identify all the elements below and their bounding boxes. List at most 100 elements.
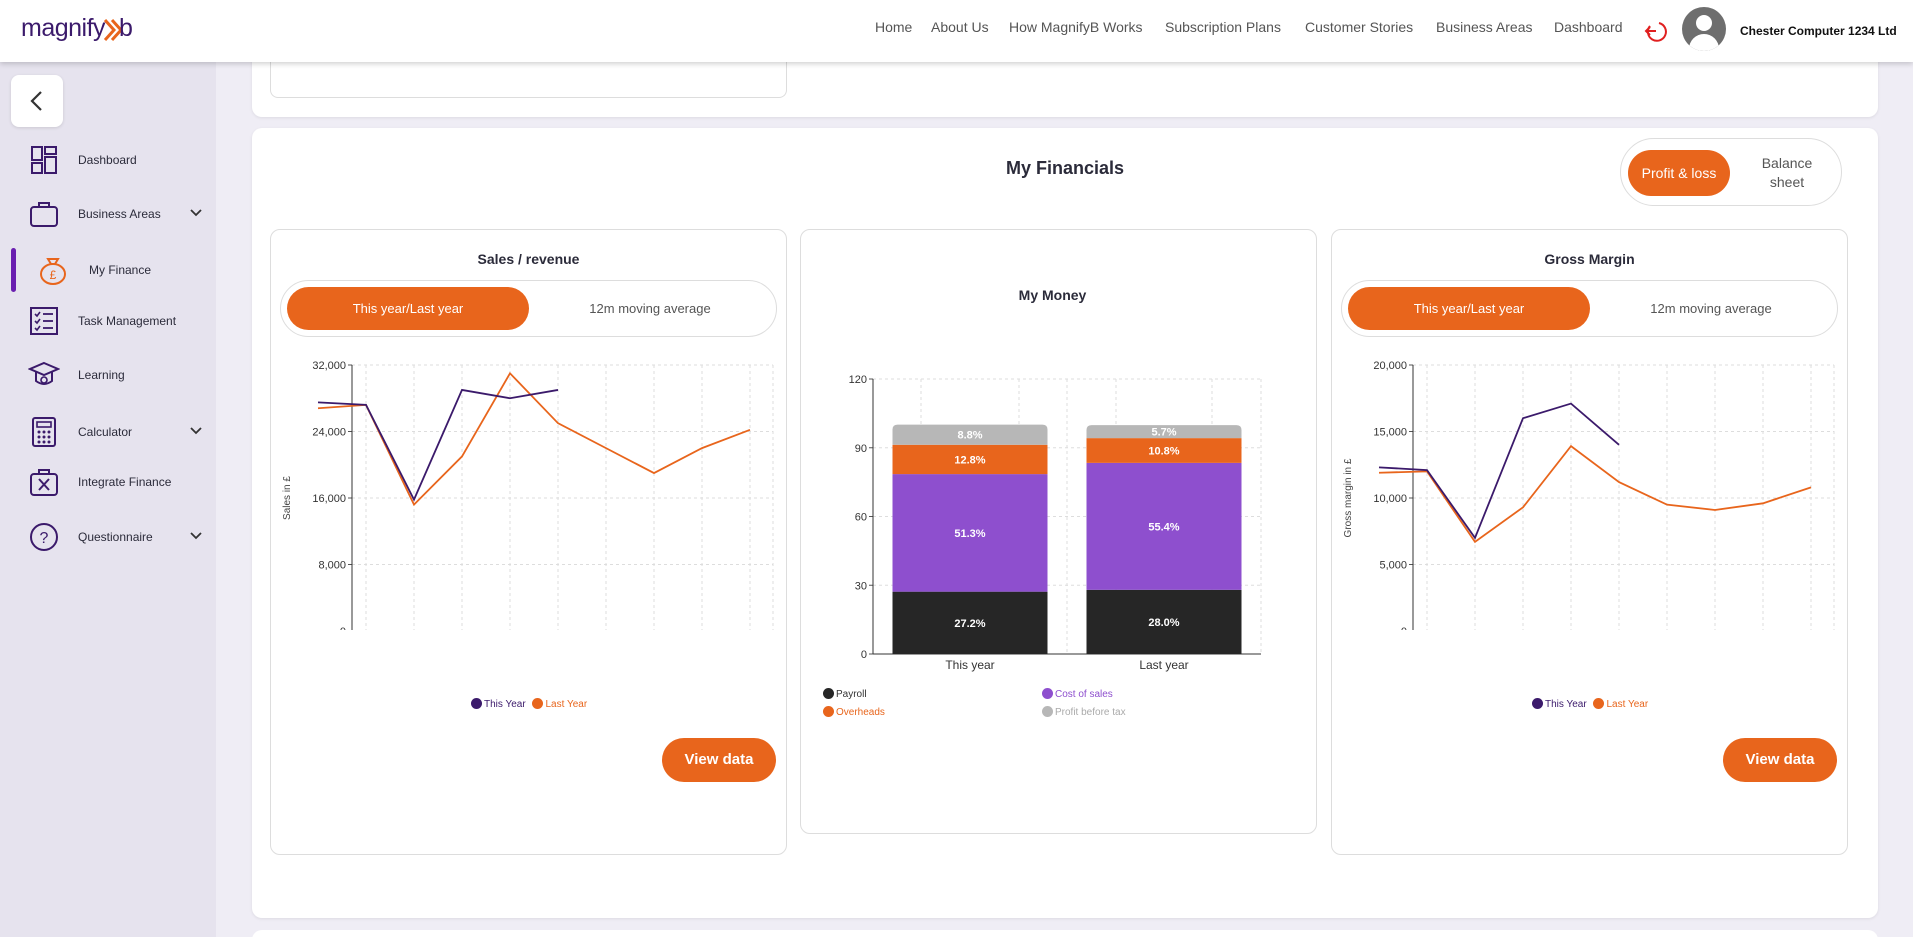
bar-segment [892, 444, 1048, 475]
chevron-down-icon[interactable] [189, 529, 203, 543]
sales-revenue-panel: Sales / revenue This year/Last year 12m … [270, 229, 787, 855]
sidebar-item-learning[interactable]: Learning [0, 353, 216, 397]
bar-data-label: 10.8% [1148, 446, 1179, 458]
bar-segment [1086, 589, 1242, 654]
user-avatar-icon[interactable] [1682, 7, 1726, 51]
bar-data-label: 28.0% [1148, 617, 1179, 629]
y-tick-label: 24,000 [312, 427, 346, 439]
bar-segment [892, 424, 1048, 445]
sidebar-item-dashboard[interactable]: Dashboard [0, 138, 216, 182]
bar-data-label: 5.7% [1151, 427, 1176, 439]
y-tick-label: 5,000 [1379, 560, 1407, 572]
sidebar-item-label: My Finance [89, 263, 152, 277]
y-tick-label: 120 [849, 374, 867, 386]
logo-arrows-icon [103, 18, 124, 42]
panel-title: My Money [1018, 287, 1087, 303]
nav-customer-stories[interactable]: Customer Stories [1305, 19, 1414, 35]
nav-about-us[interactable]: About Us [931, 19, 989, 35]
legend-this-year[interactable]: This Year [1532, 698, 1587, 710]
sidebar-item-questionnaire[interactable]: ? Questionnaire [0, 515, 216, 559]
previous-section-panel [270, 52, 787, 98]
moving-average-tab[interactable]: 12m moving average [1650, 301, 1772, 316]
nav-how-it-works[interactable]: How MagnifyB Works [1009, 19, 1143, 35]
legend-dot [1042, 688, 1053, 699]
legend-dot [823, 706, 834, 717]
chevron-down-icon[interactable] [189, 206, 203, 220]
bar-segment [892, 591, 1048, 654]
legend-dot [1042, 706, 1053, 717]
y-axis-label: Sales in £ [282, 476, 293, 520]
chevron-down-icon[interactable] [189, 424, 203, 438]
checklist-icon [30, 307, 58, 335]
y-tick-label: 10,000 [1373, 493, 1407, 505]
legend-dot [1532, 698, 1543, 709]
sidebar-item-integrate-finance[interactable]: Integrate Finance [0, 460, 216, 504]
y-tick-label: 15,000 [1373, 427, 1407, 439]
legend-label: Last Year [1606, 699, 1649, 710]
statement-toggle: Profit & loss Balance sheet [1620, 138, 1842, 206]
balance-sheet-tab[interactable]: Balance sheet [1738, 154, 1836, 192]
this-year-last-year-tab[interactable]: This year/Last year [287, 287, 529, 330]
avatar-head [1696, 15, 1712, 31]
sidebar-item-label: Task Management [78, 314, 177, 328]
logo-text[interactable]: magnify [21, 14, 106, 42]
view-data-button[interactable]: View data [662, 738, 776, 782]
top-navigation: magnify b Home About Us How MagnifyB Wor… [0, 0, 1913, 62]
sidebar-item-label: Calculator [78, 425, 133, 439]
section-title: My Financials [1005, 158, 1125, 178]
legend-label: This Year [484, 699, 526, 710]
sidebar-item-calculator[interactable]: Calculator [0, 410, 216, 454]
sidebar-item-my-finance[interactable]: £ My Finance [0, 248, 216, 292]
logout-icon[interactable] [1643, 18, 1669, 44]
y-tick-label: 16,000 [312, 493, 346, 505]
nav-subscription-plans[interactable]: Subscription Plans [1165, 19, 1281, 35]
nav-home[interactable]: Home [875, 19, 913, 35]
moving-average-tab[interactable]: 12m moving average [589, 301, 711, 316]
this-year-last-year-tab[interactable]: This year/Last year [1348, 287, 1590, 330]
my-money-stacked-bar-chart: 0 30 60 90 120 27.2% 51.3% 12.8% 8.8% This year 28… [849, 374, 1262, 672]
legend-dot [532, 698, 544, 709]
y-axis-label: Gross margin in £ [1343, 458, 1354, 537]
bar-segment [1086, 425, 1242, 439]
panel-title: Gross Margin [1544, 251, 1635, 267]
user-company-name[interactable]: Chester Computer 1234 Ltd [1740, 24, 1897, 38]
balance-sheet-tab-line2: sheet [1769, 174, 1805, 190]
legend-payroll[interactable]: Payroll [823, 688, 867, 700]
view-data-button[interactable]: View data [1723, 738, 1837, 782]
y-tick-label: 60 [855, 512, 867, 524]
profit-loss-tab[interactable]: Profit & loss [1628, 150, 1730, 196]
bar-data-label: 8.8% [957, 430, 982, 442]
bar-segment [1086, 462, 1242, 590]
sidebar-item-business-areas[interactable]: Business Areas [0, 192, 216, 236]
legend-profit-before-tax[interactable]: Profit before tax [1042, 706, 1126, 718]
legend-overheads[interactable]: Overheads [823, 706, 885, 718]
svg-text:?: ? [40, 530, 49, 547]
bar-segment [1086, 438, 1242, 463]
logo-b: b [119, 14, 133, 42]
x-tick-label: Last year [1139, 658, 1188, 672]
legend-this-year[interactable]: This Year [471, 698, 526, 710]
legend-last-year[interactable]: Last Year [532, 698, 587, 710]
chevron-left-icon [30, 91, 42, 111]
svg-text:£: £ [50, 268, 57, 282]
my-financials-card: My Financials Profit & loss Balance shee… [252, 128, 1878, 918]
margin-legend: This Year Last Year [1532, 698, 1652, 710]
legend-last-year[interactable]: Last Year [1593, 698, 1648, 710]
sidebar-item-label: Dashboard [78, 153, 137, 167]
nav-business-areas[interactable]: Business Areas [1436, 19, 1533, 35]
sidebar-collapse-button[interactable] [11, 75, 63, 127]
y-tick-label: 32,000 [312, 360, 346, 372]
legend-cost-of-sales[interactable]: Cost of sales [1042, 688, 1113, 700]
nav-dashboard[interactable]: Dashboard [1554, 19, 1623, 35]
series-line [317, 388, 559, 502]
graduation-icon [28, 361, 60, 385]
calculator-icon [32, 417, 56, 447]
x-tick-label: This year [945, 658, 994, 672]
money-bag-icon: £ [40, 258, 66, 285]
sidebar: Dashboard Business Areas £ My Finance Ta… [0, 62, 216, 937]
bar-segment [892, 474, 1048, 592]
sidebar-item-task-management[interactable]: Task Management [0, 299, 216, 343]
legend-dot [471, 698, 482, 709]
sidebar-item-label: Integrate Finance [78, 475, 172, 489]
y-tick-label: 30 [855, 580, 867, 592]
